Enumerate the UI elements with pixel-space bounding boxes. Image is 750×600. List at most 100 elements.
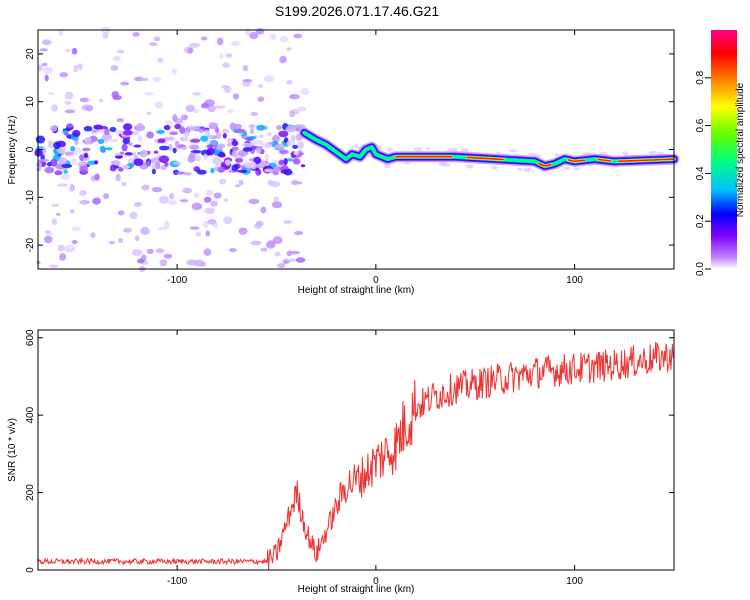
snr-frame [37,329,675,571]
spectrogram-noise-blob [92,197,101,205]
spectrogram-noise-blob [210,200,218,207]
spectrogram-noise-blob [292,157,301,165]
spectrogram-noise-blob [227,109,234,114]
spectrogram-noise-blob [297,152,304,156]
spectrogram-noise-blob [278,130,289,138]
spectrogram-noise-blob [249,31,259,40]
spectrogram-noise-blob [79,199,90,205]
spectrogram-noise-blob [42,66,53,74]
spectrogram-noise-blob [181,146,187,150]
spectrogram-noise-blob [253,139,264,145]
spectrogram-noise-blob [83,152,89,159]
spectrogram-noise-blob [152,76,162,82]
spectrogram-noise-blob [151,186,163,193]
spectrogram-noise-blob [191,202,203,211]
spectrogram-noise-blob [296,141,305,150]
spectrogram-noise-blob [121,181,127,187]
spectrogram-xlabel: Height of straight line (km) [298,285,415,296]
spectrogram-noise-blob [181,136,190,142]
spectrogram-noise-blob [132,32,140,37]
spectrogram-noise-blob [248,135,257,140]
spectrogram-noise-blob [264,153,270,162]
snr-ytick-label: 200 [25,484,36,501]
spectrogram-noise-blob [300,87,310,96]
spectrogram-background [38,30,674,269]
spectrogram-noise-blob [264,143,273,148]
spectrogram-noise-blob [201,102,210,109]
spectrogram-noise-blob [116,49,125,54]
spectrogram-noise-blob [238,227,248,235]
spectrogram-noise-blob [250,161,257,170]
spectrogram-noise-blob [447,148,453,152]
spectrogram-noise-blob [210,141,217,146]
spectrogram-noise-blob [38,158,49,162]
spectrogram-noise-blob [210,167,215,174]
spectrogram-noise-blob [231,40,240,47]
spectrogram-noise-blob [79,154,84,162]
spectrogram-noise-layer [34,26,665,273]
spectrogram-noise-blob [123,227,132,233]
spectrogram-noise-blob [202,220,209,228]
spectrogram-noise-blob [72,129,81,137]
spectrogram-noise-blob [196,169,207,175]
spectrogram-ridge-peak-core [567,159,586,163]
spectrogram-noise-blob [285,125,297,133]
spectrogram-noise-blob [44,74,49,82]
colorbar-label: Normalized spectral amplitude [735,82,746,217]
snr-series-line [37,341,674,571]
spectrogram-noise-blob [205,189,214,196]
spectrogram-noise-blob [45,232,54,236]
spectrogram-noise-blob [71,157,77,166]
spectrogram-noise-blob [228,248,237,253]
spectrogram-ylabel: Frequency (Hz) [7,116,18,185]
spectrogram-noise-blob [71,226,81,232]
spectrogram-noise-blob [153,150,159,154]
spectrogram-noise-blob [44,166,55,174]
spectrogram-noise-blob [118,237,124,244]
spectrogram-noise-blob [232,93,240,100]
spectrogram-noise-blob [62,129,68,135]
snr-ytick-label: 400 [25,406,36,423]
snr-axes: -100 0 100 0 200 400 600 [25,329,674,587]
spectrogram-noise-blob [183,171,193,176]
spectrogram-noise-blob [223,85,232,94]
spectrogram-noise-blob [163,220,170,229]
spectrogram-noise-blob [200,135,209,142]
spectrogram-ytick-label: 0 [25,146,36,152]
spectrogram-noise-blob [172,68,177,75]
spectrogram-noise-blob [574,167,581,171]
spectrogram-noise-blob [148,42,158,47]
spectrogram-noise-blob [133,158,144,167]
spectrogram-noise-blob [124,152,133,156]
spectrogram-noise-blob [41,39,52,46]
spectrogram-ytick-label: 10 [25,96,36,108]
spectrogram-noise-blob [120,81,130,86]
spectrogram-ytick-label: -10 [25,190,36,205]
spectrogram-noise-blob [274,143,286,150]
spectrogram-noise-blob [193,259,205,267]
spectrogram-noise-blob [64,91,74,100]
spectrogram-noise-blob [151,168,156,175]
spectrogram-noise-blob [49,158,58,167]
spectrogram-noise-blob [46,161,52,167]
snr-xtick-label: -100 [167,576,187,587]
spectrogram-noise-blob [260,247,268,252]
spectrogram-noise-blob [140,226,150,235]
spectrogram-noise-blob [146,131,154,139]
spectrogram-noise-blob [258,84,264,88]
spectrogram-noise-blob [64,244,76,253]
spectrogram-noise-blob [64,151,74,156]
spectrogram-noise-blob [207,218,217,225]
spectrogram-noise-blob [182,187,193,194]
spectrogram-noise-blob [116,118,125,123]
spectrogram-noise-blob [137,135,143,143]
spectrogram-noise-blob [255,27,265,35]
spectrogram-noise-blob [272,166,281,173]
spectrogram-noise-blob [169,192,175,200]
spectrogram-noise-blob [263,75,275,83]
spectrogram-noise-blob [206,147,215,156]
spectrogram-noise-blob [109,164,117,172]
spectrogram-noise-blob [71,239,78,245]
spectrogram-noise-blob [219,178,227,185]
